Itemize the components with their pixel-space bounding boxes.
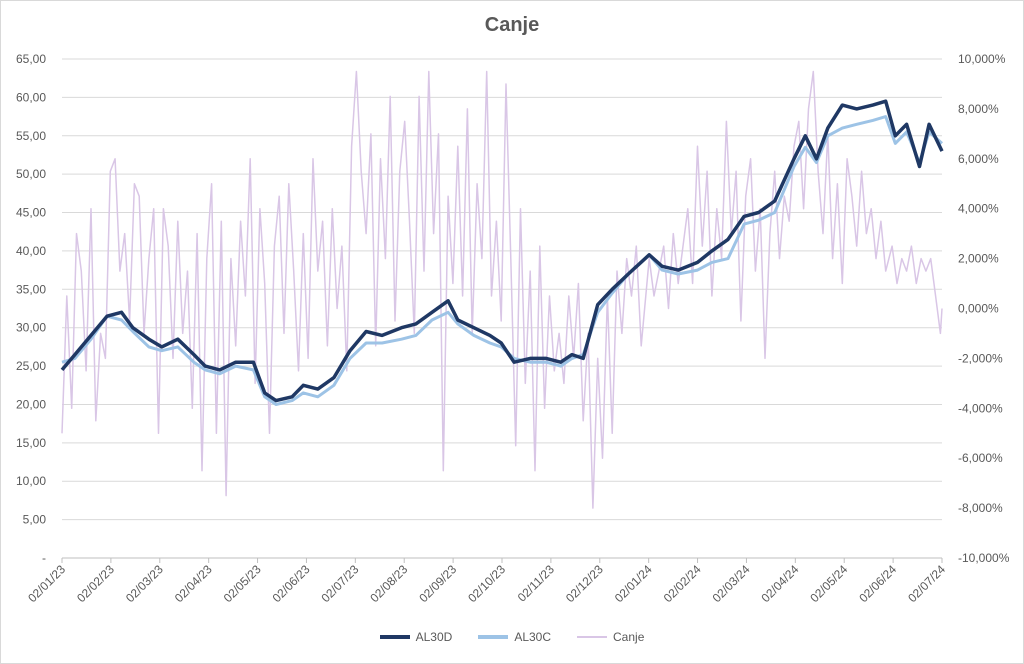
left-tick-label: -	[42, 551, 46, 565]
right-tick-label: 6,000%	[958, 152, 999, 166]
left-tick-label: 40,00	[16, 244, 46, 258]
x-tick-label: 02/01/24	[612, 562, 655, 605]
x-tick-label: 02/02/23	[74, 562, 117, 605]
x-tick-label: 02/02/24	[661, 562, 704, 605]
x-tick-label: 02/06/24	[856, 562, 899, 605]
x-tick-label: 02/07/24	[905, 562, 948, 605]
legend-swatch-al30d	[379, 635, 410, 639]
right-tick-label: -6,000%	[958, 451, 1003, 465]
series-layer	[60, 70, 944, 509]
series-line-al30d	[60, 99, 944, 403]
x-tick-label: 02/04/24	[759, 562, 802, 605]
legend-swatch-al30c	[478, 635, 509, 639]
right-tick-label: 0,000%	[958, 302, 999, 316]
right-tick-label: 2,000%	[958, 252, 999, 266]
left-tick-label: 10,00	[16, 474, 46, 488]
left-tick-label: 5,00	[23, 513, 47, 527]
legend-label-canje: Canje	[613, 630, 645, 644]
legend-item-al30d: AL30D	[379, 630, 453, 644]
left-tick-label: 55,00	[16, 129, 46, 143]
x-tick-label: 02/07/23	[319, 562, 362, 605]
x-tick-label: 02/11/23	[515, 562, 558, 605]
left-tick-label: 25,00	[16, 359, 46, 373]
right-tick-label: -4,000%	[958, 401, 1003, 415]
left-axis-ticks: - 5,00 10,00 15,00 20,00 25,00 30,00 35,00 40,00…	[16, 52, 46, 565]
legend-item-canje: Canje	[577, 630, 644, 644]
right-axis-ticks: -10,000% -8,000% -6,000% -4,000% -2,000% 0,00…	[958, 52, 1010, 565]
left-tick-label: 35,00	[16, 282, 46, 296]
right-tick-label: 10,000%	[958, 52, 1006, 66]
x-tick-label: 02/05/24	[807, 562, 850, 605]
left-tick-label: 45,00	[16, 206, 46, 220]
x-tick-label: 02/01/23	[25, 562, 68, 605]
left-tick-label: 15,00	[16, 436, 46, 450]
series-line-canje	[61, 70, 943, 509]
x-tick-label: 02/03/23	[123, 562, 166, 605]
left-tick-label: 30,00	[16, 321, 46, 335]
right-tick-label: -8,000%	[958, 501, 1003, 515]
x-tick-label: 02/10/23	[465, 562, 508, 605]
right-tick-label: 4,000%	[958, 202, 999, 216]
right-tick-label: 8,000%	[958, 102, 999, 116]
x-tick-label: 02/08/23	[367, 562, 410, 605]
legend-label-al30c: AL30C	[514, 630, 552, 644]
legend-label-al30d: AL30D	[415, 630, 453, 644]
x-tick-label: 02/05/23	[221, 562, 264, 605]
legend: AL30D AL30C Canje	[0, 630, 1024, 644]
x-tick-label: 02/06/23	[270, 562, 313, 605]
x-tick-label: 02/09/23	[416, 562, 459, 605]
x-tick-label: 02/04/23	[172, 562, 215, 605]
left-tick-label: 20,00	[16, 397, 46, 411]
x-tick-label: 02/03/24	[710, 562, 753, 605]
left-tick-label: 60,00	[16, 90, 46, 104]
right-tick-label: -10,000%	[958, 551, 1010, 565]
right-tick-label: -2,000%	[958, 351, 1003, 365]
x-tick-label: 02/12/23	[563, 562, 606, 605]
legend-swatch-canje	[577, 636, 608, 638]
left-tick-label: 65,00	[16, 52, 46, 66]
x-axis-ticks: 02/01/23 02/02/23 02/03/23 02/04/23 02/05/23…	[25, 558, 948, 605]
left-tick-label: 50,00	[16, 167, 46, 181]
chart-title: Canje	[484, 14, 540, 36]
legend-item-al30c: AL30C	[478, 630, 551, 644]
